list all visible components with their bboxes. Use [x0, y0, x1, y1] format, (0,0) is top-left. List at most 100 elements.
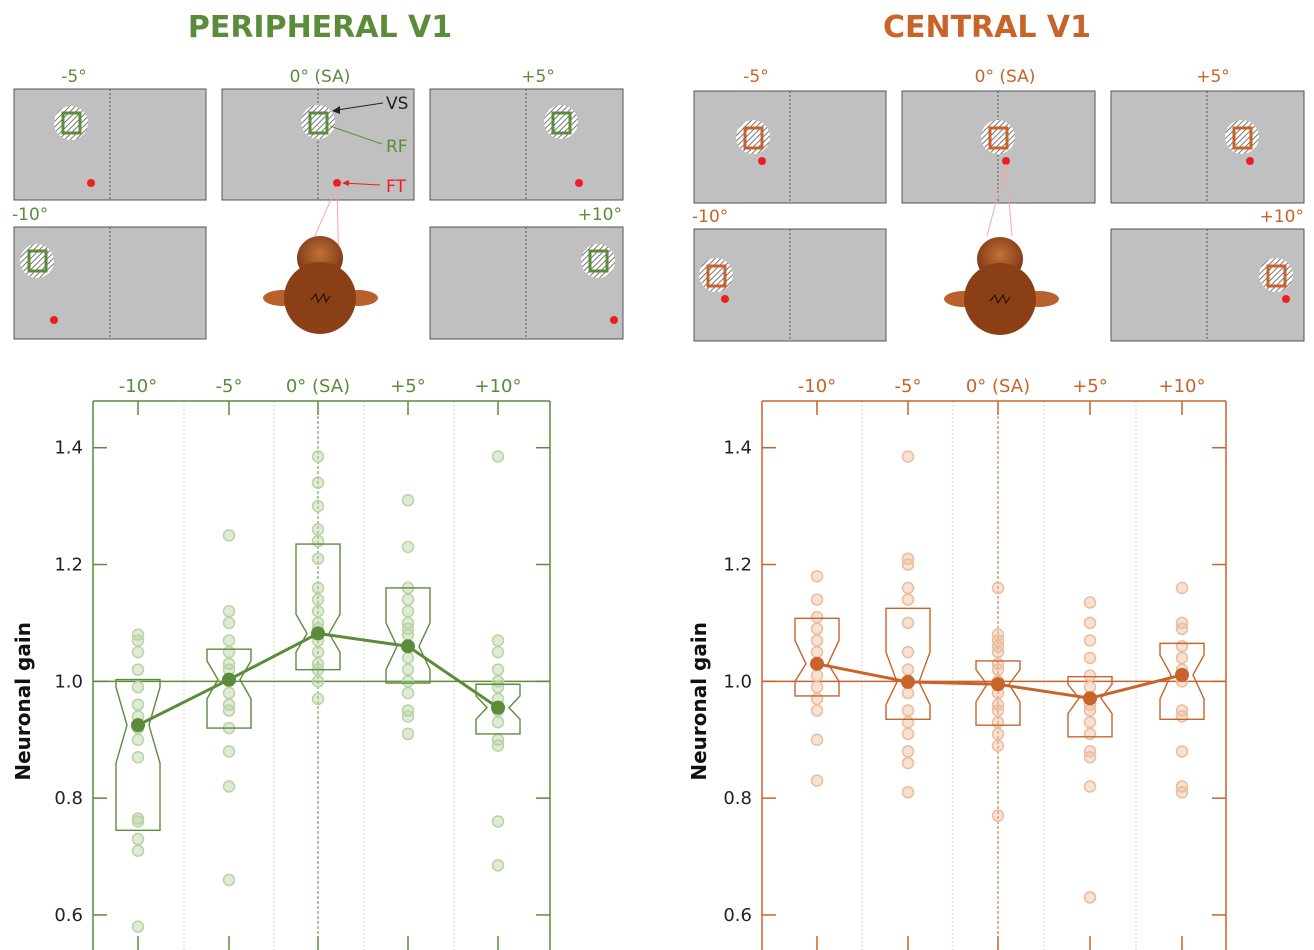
- central-title: CENTRAL V1: [883, 10, 1091, 45]
- data-point: [810, 645, 824, 659]
- monitor-minus10: -10°: [12, 205, 207, 340]
- monitor-label-minus10: -10°: [692, 207, 728, 227]
- data-point: [131, 680, 145, 694]
- gaze-line: [1005, 163, 1013, 237]
- data-point: [1083, 616, 1097, 630]
- data-point: [901, 593, 915, 606]
- data-point: [401, 540, 415, 554]
- data-point: [991, 663, 1005, 676]
- median-marker: [491, 700, 505, 715]
- notched-box: [1159, 642, 1205, 721]
- median-marker: [131, 718, 145, 733]
- data-point: [1175, 786, 1189, 799]
- notched-box: [885, 607, 931, 721]
- monitor-label-minus5: -5°: [61, 67, 86, 87]
- monitor-label-plus10: +10°: [1260, 207, 1304, 227]
- median-marker: [1083, 691, 1097, 706]
- data-point: [1175, 710, 1189, 723]
- data-point: [131, 634, 145, 647]
- data-point: [131, 832, 145, 846]
- data-point: [901, 715, 915, 729]
- data-point: [401, 628, 415, 641]
- data-point: [810, 593, 824, 606]
- data-point: [1083, 634, 1097, 647]
- monitor-minus5: -5°: [693, 67, 887, 204]
- fixation-target: [1282, 295, 1290, 303]
- legend-ft: FT: [386, 177, 406, 197]
- receptive-field: [1232, 126, 1253, 150]
- data-point: [311, 476, 325, 490]
- data-point: [222, 745, 236, 758]
- y-tick-label: 0.6: [54, 905, 83, 926]
- data-point: [131, 751, 145, 764]
- data-point: [401, 651, 415, 665]
- data-point: [222, 529, 236, 542]
- data-point: [401, 605, 415, 618]
- data-point: [991, 704, 1005, 717]
- monitor-label-center: 0° (SA): [975, 67, 1036, 87]
- data-point: [311, 450, 325, 463]
- receptive-field: [61, 111, 82, 135]
- data-point: [491, 645, 505, 659]
- data-point: [1083, 651, 1097, 665]
- data-point: [491, 715, 505, 729]
- rf-pointer: [329, 125, 383, 145]
- data-point: [311, 534, 325, 548]
- monitor-label-plus10: +10°: [578, 205, 622, 225]
- vs-arrow: [336, 102, 384, 111]
- monitor-center: 0° (SA) VS RF FT: [221, 67, 415, 201]
- data-point: [901, 756, 915, 770]
- data-point: [810, 680, 824, 694]
- data-point: [222, 645, 236, 659]
- peripheral-panel: PERIPHERAL V1 -5° 0° (SA) VS RF FT: [11, 10, 624, 950]
- data-point: [401, 663, 415, 676]
- median-marker: [311, 626, 325, 641]
- notched-box: [1067, 675, 1113, 738]
- data-point: [810, 569, 824, 583]
- ft-arrowhead: [342, 180, 349, 186]
- notched-box: [975, 660, 1021, 726]
- y-tick-label: 0.8: [723, 788, 752, 809]
- data-point: [1083, 596, 1097, 609]
- monitor-label-center: 0° (SA): [290, 67, 351, 87]
- data-point: [491, 680, 505, 694]
- y-tick-label: 1.4: [723, 438, 752, 459]
- data-point: [311, 593, 325, 606]
- fixation-target: [50, 316, 58, 324]
- head: [284, 262, 356, 334]
- median-marker: [401, 639, 415, 654]
- visual-stimulus: [54, 106, 88, 140]
- y-tick-label: 0.8: [54, 788, 83, 809]
- x-category-label: +5°: [1072, 376, 1108, 397]
- gaze-line: [986, 163, 1007, 237]
- data-point: [901, 704, 915, 717]
- ft-pointer: [342, 182, 381, 186]
- data-point: [1083, 891, 1097, 904]
- y-axis-label: Neuronal gain: [687, 622, 711, 781]
- head-marker: [310, 292, 331, 304]
- data-point: [1083, 704, 1097, 717]
- data-point: [1175, 651, 1189, 665]
- data-point: [901, 786, 915, 799]
- data-point: [401, 710, 415, 723]
- monitor-label-minus10: -10°: [12, 205, 48, 225]
- x-category-label: -10°: [798, 376, 836, 397]
- y-axis-label: Neuronal gain: [11, 622, 35, 781]
- x-category-label: +5°: [390, 376, 426, 397]
- fixation-target: [610, 316, 618, 324]
- peripheral-title: PERIPHERAL V1: [188, 10, 452, 45]
- y-tick-label: 1.2: [54, 555, 83, 576]
- data-point: [1083, 669, 1097, 682]
- receptive-field: [743, 126, 764, 150]
- data-point: [810, 733, 824, 746]
- x-category-label: -10°: [119, 376, 157, 397]
- data-point: [901, 745, 915, 758]
- data-point: [131, 920, 145, 933]
- fixation-target: [1246, 157, 1254, 165]
- data-point: [901, 686, 915, 700]
- fixation-target: [758, 157, 766, 165]
- notched-box: [475, 683, 521, 735]
- receptive-field: [1266, 264, 1287, 288]
- data-point: [131, 645, 145, 659]
